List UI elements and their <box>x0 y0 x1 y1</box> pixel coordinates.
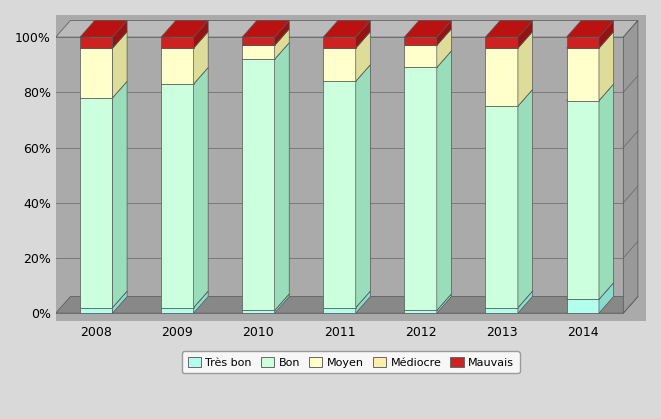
Polygon shape <box>161 67 208 84</box>
Polygon shape <box>485 48 518 106</box>
Polygon shape <box>599 283 613 313</box>
Polygon shape <box>161 291 208 308</box>
Polygon shape <box>161 48 194 84</box>
Legend: Très bon, Bon, Moyen, Médiocre, Mauvais: Très bon, Bon, Moyen, Médiocre, Mauvais <box>182 352 520 373</box>
Polygon shape <box>323 48 356 81</box>
Polygon shape <box>80 31 127 48</box>
Polygon shape <box>275 43 290 310</box>
Polygon shape <box>323 21 370 37</box>
Polygon shape <box>405 21 451 37</box>
Polygon shape <box>485 90 533 106</box>
Polygon shape <box>275 294 290 313</box>
Polygon shape <box>323 308 356 313</box>
Polygon shape <box>275 29 290 59</box>
Polygon shape <box>80 37 112 48</box>
Polygon shape <box>161 308 194 313</box>
Polygon shape <box>80 48 112 98</box>
Polygon shape <box>566 101 599 299</box>
Polygon shape <box>194 21 208 48</box>
Polygon shape <box>80 308 112 313</box>
Polygon shape <box>485 291 533 308</box>
Polygon shape <box>405 37 437 45</box>
Polygon shape <box>623 21 638 313</box>
Polygon shape <box>242 37 275 45</box>
Polygon shape <box>80 81 127 98</box>
Polygon shape <box>194 31 208 84</box>
Polygon shape <box>161 37 194 48</box>
Polygon shape <box>566 31 613 48</box>
Polygon shape <box>112 21 127 48</box>
Polygon shape <box>242 310 275 313</box>
Polygon shape <box>323 291 370 308</box>
Polygon shape <box>485 31 533 48</box>
Polygon shape <box>485 106 518 308</box>
Polygon shape <box>80 291 127 308</box>
Polygon shape <box>405 45 437 67</box>
Polygon shape <box>356 21 370 48</box>
Polygon shape <box>356 291 370 313</box>
Polygon shape <box>242 45 275 59</box>
Polygon shape <box>242 21 290 37</box>
Polygon shape <box>405 310 437 313</box>
Polygon shape <box>323 31 370 48</box>
Polygon shape <box>518 31 533 106</box>
Polygon shape <box>518 90 533 308</box>
Polygon shape <box>356 31 370 81</box>
Polygon shape <box>275 21 290 45</box>
Polygon shape <box>485 37 518 48</box>
Polygon shape <box>242 43 290 59</box>
Polygon shape <box>405 294 451 310</box>
Polygon shape <box>405 51 451 67</box>
Polygon shape <box>194 67 208 308</box>
Polygon shape <box>437 21 451 45</box>
Polygon shape <box>323 81 356 308</box>
Polygon shape <box>485 308 518 313</box>
Polygon shape <box>599 84 613 299</box>
Polygon shape <box>112 31 127 98</box>
Polygon shape <box>518 21 533 48</box>
Polygon shape <box>161 21 208 37</box>
Polygon shape <box>56 297 638 313</box>
Polygon shape <box>485 21 533 37</box>
Polygon shape <box>56 21 638 37</box>
Polygon shape <box>518 291 533 313</box>
Polygon shape <box>80 98 112 308</box>
Polygon shape <box>242 29 290 45</box>
Polygon shape <box>566 84 613 101</box>
Polygon shape <box>112 81 127 308</box>
Polygon shape <box>323 65 370 81</box>
Polygon shape <box>599 21 613 48</box>
Polygon shape <box>437 29 451 67</box>
Polygon shape <box>566 48 599 101</box>
Polygon shape <box>80 21 127 37</box>
Polygon shape <box>242 294 290 310</box>
Polygon shape <box>566 283 613 299</box>
Polygon shape <box>356 65 370 308</box>
Polygon shape <box>566 299 599 313</box>
Polygon shape <box>437 51 451 310</box>
Polygon shape <box>161 84 194 308</box>
Polygon shape <box>242 59 275 310</box>
Polygon shape <box>161 31 208 48</box>
Polygon shape <box>599 31 613 101</box>
Polygon shape <box>566 21 613 37</box>
Polygon shape <box>194 291 208 313</box>
Polygon shape <box>405 29 451 45</box>
Polygon shape <box>566 37 599 48</box>
Polygon shape <box>405 67 437 310</box>
Polygon shape <box>437 294 451 313</box>
Polygon shape <box>112 291 127 313</box>
Polygon shape <box>323 37 356 48</box>
